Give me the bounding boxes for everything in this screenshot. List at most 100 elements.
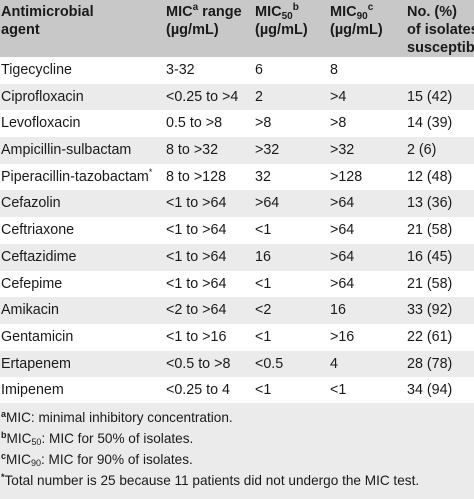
cell-susceptible: 33 (92)	[407, 302, 452, 318]
cell-agent-text: Cefazolin	[1, 195, 61, 212]
cell-mic-range: 8 to >128	[166, 169, 226, 185]
cell-susceptible: 13 (36)	[407, 195, 452, 211]
table-row: Levofloxacin 0.5 to >8 >8 >8 14 (39)	[0, 110, 474, 137]
cell-susceptible-text: 33 (92)	[407, 302, 453, 319]
cell-agent-text: Cefepime	[1, 275, 63, 292]
table-row: Amikacin <2 to >64 <2 16 33 (92)	[0, 297, 474, 324]
cell-agent: Ertapenem	[1, 356, 71, 372]
cell-mic90-text: 16	[330, 302, 346, 319]
cell-susceptible: 28 (78)	[407, 356, 452, 372]
footnote-c: cMIC90: MIC for 90% of isolates.	[0, 449, 474, 470]
cell-mic50-text: <1	[255, 222, 272, 239]
cell-mic-range-text: <0.5 to >8	[166, 355, 231, 372]
cell-susceptible-text: 21 (58)	[407, 222, 453, 239]
footnote-mark-c: c	[367, 2, 374, 13]
header-mic50-main: MIC	[255, 4, 282, 20]
cell-mic-range-text: <1 to >64	[166, 195, 227, 212]
cell-mic-range-text: 0.5 to >8	[166, 115, 223, 132]
cell-mic-range: <1 to >64	[166, 276, 226, 292]
cell-agent-text: Piperacillin-tazobactam	[1, 168, 149, 185]
cell-mic90: >64	[330, 249, 354, 265]
footnote-star-text: Total number is 25 because 11 patients d…	[4, 473, 420, 488]
footnote-c-mark: c	[1, 451, 7, 461]
cell-mic50-text: <0.5	[255, 355, 284, 372]
cell-mic50: 6	[255, 62, 263, 78]
cell-mic-range: <2 to >64	[166, 302, 226, 318]
footnote-b-main: MIC	[6, 431, 32, 446]
footnote-mark-a: a	[192, 2, 199, 13]
cell-mic50: >64	[255, 195, 279, 211]
cell-mic90: <1	[330, 382, 346, 398]
cell-susceptible-text: 13 (36)	[407, 195, 453, 212]
cell-agent-text: Ciprofloxacin	[1, 88, 84, 105]
footnote-b-text: : MIC for 50% of isolates.	[41, 431, 194, 446]
cell-mic-range-text: <1 to >16	[166, 328, 227, 345]
cell-mic-range-text: 8 to >128	[166, 168, 227, 185]
footnote-c-text: : MIC for 90% of isolates.	[40, 452, 193, 467]
cell-mic-range-text: <0.25 to 4	[166, 382, 230, 399]
table-row: Ertapenem <0.5 to >8 <0.5 4 28 (78)	[0, 350, 474, 378]
table-row: Cefazolin <1 to >64 >64 >64 13 (36)	[0, 190, 474, 218]
cell-susceptible-text: 34 (94)	[407, 382, 453, 399]
table-row: Ceftazidime <1 to >64 16 >64 16 (45)	[0, 243, 474, 271]
header-mic50-sub: 50	[281, 11, 293, 22]
cell-mic-range-text: <1 to >64	[166, 248, 227, 265]
cell-mic50-text: 32	[255, 168, 271, 185]
table-row: Piperacillin-tazobactam* 8 to >128 32 >128 1…	[0, 164, 474, 191]
cell-agent-text: Tigecycline	[1, 62, 72, 78]
cell-agent-text: Ceftriaxone	[1, 222, 75, 239]
cell-mic50-text: >64	[255, 195, 280, 212]
cell-mic90: >64	[330, 276, 354, 292]
cell-mic-range: <1 to >64	[166, 249, 226, 265]
cell-agent-text: Ampicillin-sulbactam	[1, 142, 132, 159]
table-row: Tigecycline 3-32 6 8	[0, 57, 474, 84]
cell-susceptible-text: 28 (78)	[407, 355, 453, 372]
cell-susceptible-text: 22 (61)	[407, 328, 453, 345]
cell-susceptible: 15 (42)	[407, 89, 452, 105]
footnote-star-mark: *	[1, 472, 5, 482]
cell-mic90-text: >128	[330, 168, 363, 185]
cell-mic-range-text: <0.25 to >4	[166, 88, 239, 105]
cell-mic50-text: <1	[255, 275, 272, 292]
cell-agent-text: Levofloxacin	[1, 115, 81, 132]
footnote-a-mark: a	[1, 409, 7, 419]
cell-susceptible: 34 (94)	[407, 382, 452, 398]
cell-mic90: >8	[330, 115, 346, 131]
cell-susceptible: 21 (58)	[407, 222, 452, 238]
footnote-b-mark: b	[1, 430, 7, 440]
cell-mic90: >64	[330, 195, 354, 211]
cell-agent: Gentamicin	[1, 329, 73, 345]
cell-mic90-text: >64	[330, 222, 355, 239]
header-susceptible-line2: of isolates	[407, 22, 474, 38]
header-mic50-unit: (µg/mL)	[255, 22, 308, 38]
footnote-star: *Total number is 25 because 11 patients …	[0, 470, 474, 491]
cell-agent: Ampicillin-sulbactam	[1, 142, 131, 158]
cell-mic50-text: >32	[255, 142, 280, 159]
cell-mic90: >64	[330, 222, 354, 238]
cell-mic-range-text: <1 to >64	[166, 275, 227, 292]
footnote-b-sub: 50	[31, 437, 42, 447]
table-row: Gentamicin <1 to >16 <1 >16 22 (61)	[0, 324, 474, 351]
cell-mic90: >16	[330, 329, 354, 345]
cell-agent-text: Ertapenem	[1, 355, 71, 372]
cell-mic-range-text: 8 to >32	[166, 142, 219, 159]
footnote-a: aMIC: minimal inhibitory concentration.	[0, 407, 474, 428]
cell-mic90-text: 8	[330, 62, 338, 78]
cell-mic50-text: >8	[255, 115, 272, 132]
table-row: Ciprofloxacin <0.25 to >4 2 >4 15 (42)	[0, 83, 474, 111]
cell-agent-text: Ceftazidime	[1, 248, 77, 265]
cell-mic-range: <1 to >64	[166, 222, 226, 238]
header-mic-range-tail: range	[198, 4, 242, 20]
footnote-mark-b: b	[292, 2, 299, 13]
cell-agent-text: Amikacin	[1, 302, 59, 319]
header-mic90-unit: (µg/mL)	[330, 22, 383, 38]
header-mic50: MIC50b (µg/mL)	[255, 3, 330, 39]
cell-mic50-text: <2	[255, 302, 272, 319]
cell-susceptible: 12 (48)	[407, 169, 452, 185]
cell-mic-range: 8 to >32	[166, 142, 218, 158]
cell-mic-range: 3-32	[166, 62, 195, 78]
cell-susceptible-text: 15 (42)	[407, 88, 453, 105]
table-row: Imipenem <0.25 to 4 <1 <1 34 (94)	[0, 377, 474, 404]
cell-agent: Ceftazidime	[1, 249, 77, 265]
